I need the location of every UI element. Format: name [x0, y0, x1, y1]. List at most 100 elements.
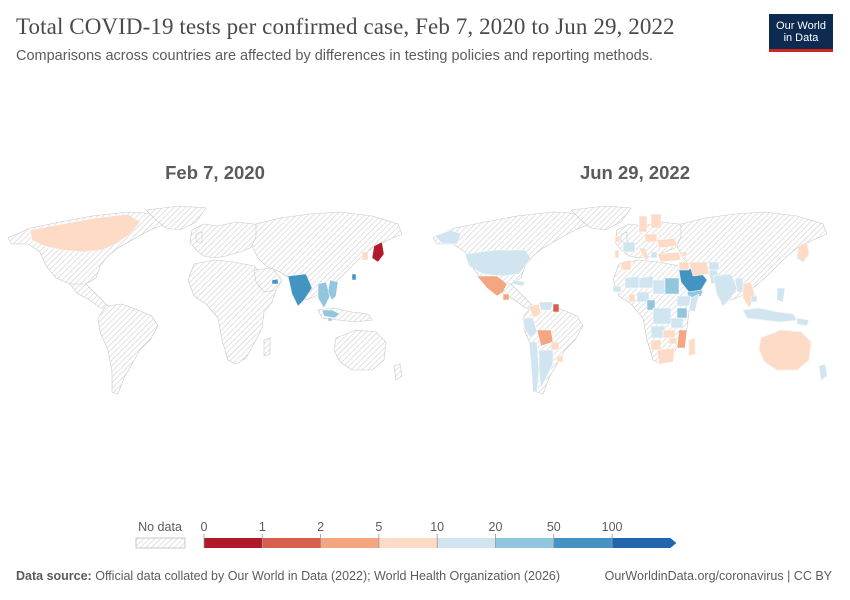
- world-map-feb-2020[interactable]: Canada Japan ThailandVietnam MalaysiaSingap…: [0, 200, 425, 405]
- country-kenya[interactable]: Kenya: [676, 307, 688, 319]
- country-paraguay[interactable]: Paraguay: [550, 341, 560, 351]
- country-alaska[interactable]: Alaska: [434, 229, 462, 245]
- country-ghana[interactable]: Ghana: [628, 293, 636, 303]
- country-venezuela[interactable]: Venezuela: [538, 301, 554, 311]
- chart-title: Total COVID-19 tests per confirmed case,…: [16, 14, 675, 39]
- country-papua-new-guinea[interactable]: Papua New Guinea: [796, 317, 810, 327]
- country-canada[interactable]: Canada: [29, 213, 141, 253]
- country-mali[interactable]: Mali: [624, 275, 640, 289]
- country-united-states[interactable]: United States: [464, 249, 532, 277]
- legend-no-data-label: No data: [138, 520, 182, 534]
- landmass-greenland: [570, 205, 632, 231]
- country-south-korea[interactable]: South Korea: [361, 251, 369, 261]
- country-italy[interactable]: Italy: [638, 247, 650, 261]
- legend-tick-label-5: 20: [489, 520, 503, 534]
- country-guatemala[interactable]: Guatemala: [502, 293, 510, 301]
- country-madagascar[interactable]: Madagascar: [688, 337, 696, 357]
- map-title-left: Feb 7, 2020: [165, 162, 265, 183]
- landmass-new-zealand: [393, 363, 403, 381]
- country-cambodia[interactable]: Cambodia: [750, 295, 758, 303]
- landmass-south-america: [97, 303, 159, 395]
- landmass-arabia: [253, 267, 283, 293]
- legend-no-data-swatch: [135, 537, 186, 549]
- country-dr-congo[interactable]: DR Congo: [652, 307, 672, 325]
- source-text: Official data collated by Our World in D…: [95, 569, 561, 583]
- country-india[interactable]: India: [712, 273, 738, 307]
- country-somalia[interactable]: Somalia: [688, 293, 700, 313]
- country-chad[interactable]: Chad: [652, 279, 666, 295]
- country-greece[interactable]: Greece: [650, 251, 658, 259]
- country-australia[interactable]: Australia: [758, 329, 812, 371]
- country-afghanistan[interactable]: Afghanistan: [708, 261, 720, 271]
- legend-bin-2: [320, 538, 379, 548]
- country-senegal[interactable]: Senegal: [612, 285, 622, 293]
- landmass-europe: [189, 221, 263, 259]
- country-georgia[interactable]: Georgia: [680, 251, 688, 257]
- landmass-africa: [187, 259, 277, 365]
- country-new-zealand[interactable]: New Zealand: [818, 363, 828, 381]
- country-united-arab-emirates[interactable]: United Arab Emirates: [271, 278, 279, 285]
- country-turkey[interactable]: Turkey: [656, 251, 682, 263]
- country-malaysia[interactable]: Malaysia: [321, 309, 341, 319]
- world-map-jun-2022[interactable]: United StatesAlaska MexicoGuatemalaCuba Co…: [425, 200, 850, 405]
- landmass-greenland: [145, 205, 207, 231]
- country-sudan[interactable]: Sudan: [664, 277, 680, 295]
- country-vietnam[interactable]: Vietnam: [327, 279, 339, 301]
- country-ireland[interactable]: Ireland: [614, 235, 621, 243]
- country-niger[interactable]: Niger: [638, 275, 654, 289]
- legend-bin-0: [204, 538, 263, 548]
- legend-bin-5: [495, 538, 554, 548]
- legend-bin-7: [612, 538, 677, 548]
- owid-logo[interactable]: Our World in Data: [769, 14, 833, 52]
- legend-bin-6: [553, 538, 613, 548]
- country-cuba[interactable]: Cuba: [512, 279, 526, 287]
- legend-tick-label-0: 0: [201, 520, 208, 534]
- legend-bin-3: [378, 538, 438, 548]
- country-colombia[interactable]: Colombia: [528, 303, 542, 319]
- legend-bin-4: [437, 538, 496, 548]
- legend-tick-label-7: 100: [602, 520, 623, 534]
- country-portugal[interactable]: Portugal: [614, 249, 620, 259]
- country-namibia[interactable]: Namibia: [650, 339, 662, 351]
- legend-bin-1: [262, 538, 321, 548]
- color-legend: No data 0 1 2 5 10 20 50 100: [135, 520, 677, 549]
- country-chile[interactable]: Chile: [528, 341, 540, 393]
- source-label: Data source:: [16, 569, 92, 583]
- country-morocco[interactable]: Morocco: [620, 259, 632, 271]
- logo-line-1: Our World: [776, 20, 826, 32]
- country-indonesia[interactable]: Indonesia: [742, 307, 798, 323]
- country-south-africa[interactable]: South Africa: [656, 347, 676, 365]
- footer-link[interactable]: OurWorldinData.org/coronavirus | CC BY: [604, 569, 832, 583]
- legend-tick-label-1: 1: [259, 520, 266, 534]
- country-iran[interactable]: Iran: [688, 261, 710, 277]
- country-japan[interactable]: Japan: [796, 241, 810, 263]
- country-iraq[interactable]: Iraq: [678, 261, 690, 271]
- country-uruguay[interactable]: Uruguay: [556, 355, 564, 363]
- landmass-australia: [333, 329, 387, 371]
- country-peru[interactable]: Peru: [522, 317, 538, 339]
- country-thailand[interactable]: Thailand: [317, 281, 331, 309]
- country-taiwan[interactable]: Taiwan: [351, 273, 357, 281]
- logo-line-2: in Data: [783, 32, 819, 44]
- country-japan[interactable]: Japan: [371, 241, 385, 263]
- country-philippines[interactable]: Philippines: [776, 287, 786, 303]
- country-mozambique[interactable]: Mozambique: [676, 329, 688, 349]
- country-singapore[interactable]: Singapore: [327, 317, 333, 322]
- country-tanzania[interactable]: Tanzania: [670, 317, 684, 329]
- country-sweden[interactable]: Sweden: [638, 215, 648, 233]
- country-india[interactable]: India: [287, 273, 313, 307]
- legend-tick-label-2: 2: [317, 520, 324, 534]
- chart-subtitle: Comparisons across countries are affecte…: [16, 48, 654, 64]
- landmass-central-america: [69, 283, 111, 309]
- country-zimbabwe[interactable]: Zimbabwe: [668, 337, 678, 345]
- country-mexico[interactable]: Mexico: [476, 275, 508, 297]
- landmass-uk: [620, 231, 628, 243]
- country-guyana[interactable]: Guyana: [552, 303, 560, 313]
- legend-tick-label-3: 5: [375, 520, 382, 534]
- country-france[interactable]: France: [622, 241, 636, 253]
- country-zambia[interactable]: Zambia: [662, 329, 676, 339]
- country-ukraine[interactable]: Ukraine: [656, 237, 678, 249]
- country-ethiopia[interactable]: Ethiopia: [676, 295, 692, 307]
- country-poland[interactable]: Poland: [644, 233, 658, 243]
- country-finland[interactable]: Finland: [650, 213, 662, 229]
